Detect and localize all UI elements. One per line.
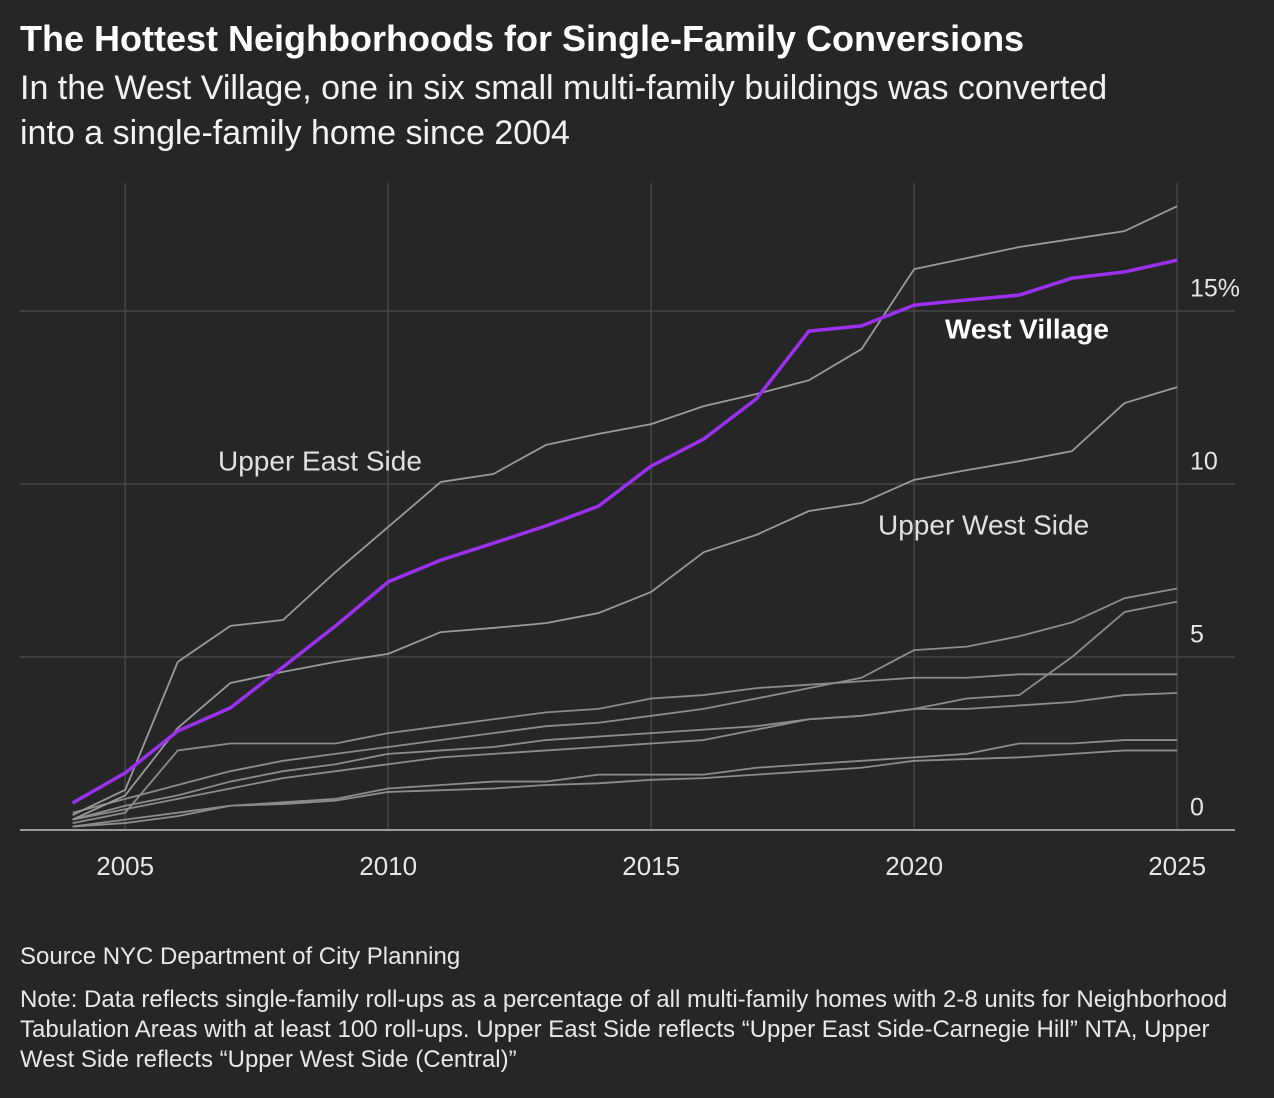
series-line — [72, 692, 1178, 821]
series-line — [72, 739, 1178, 828]
series-line — [72, 600, 1178, 821]
series-label: Upper West Side — [878, 509, 1089, 540]
x-tick-label: 2025 — [1148, 851, 1206, 881]
series-line — [72, 749, 1178, 828]
source: Source NYC Department of City Planning — [20, 943, 461, 970]
y-tick-label: 15% — [1190, 275, 1240, 303]
y-tick-label: 10 — [1190, 448, 1218, 476]
series-line — [72, 587, 1178, 814]
chart-title: The Hottest Neighborhoods for Single-Fam… — [20, 18, 1025, 59]
series-line — [72, 205, 1178, 816]
y-tick-label: 0 — [1190, 794, 1204, 822]
series-label: Upper East Side — [218, 445, 422, 476]
note: Note: Data reflects single-family roll-u… — [20, 986, 1228, 1073]
series-line — [71, 258, 1178, 805]
chart: 2005 2010 2015 2020 2025 0 5 10 15% Upper West Si… — [20, 183, 1240, 881]
series-line — [72, 386, 1178, 821]
x-tick-label: 2010 — [359, 851, 417, 881]
series-line — [72, 673, 1178, 824]
x-tick-label: 2020 — [885, 851, 943, 881]
series-label: West Village — [945, 313, 1109, 344]
y-tick-label: 5 — [1190, 621, 1204, 649]
x-tick-label: 2015 — [622, 851, 680, 881]
chart-subtitle: In the West Village, one in six small mu… — [20, 69, 1108, 152]
x-tick-label: 2005 — [96, 851, 154, 881]
